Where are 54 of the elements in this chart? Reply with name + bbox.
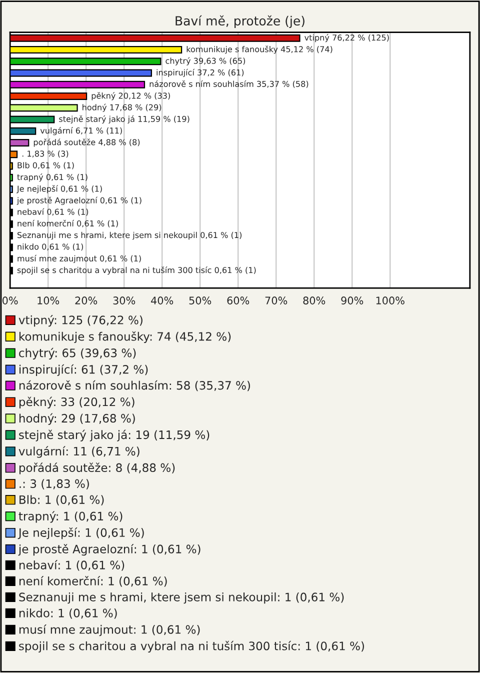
- data-label: vtipný 76,22 % (125): [304, 34, 389, 42]
- data-label: vulgární 6,71 % (11): [40, 127, 122, 136]
- data-label: spojil se s charitou a vybral na ni tuším 300 tisíc 0,61 % (1): [17, 266, 256, 275]
- x-tick-label: 30%: [113, 296, 136, 304]
- data-label: nikdo 0,61 % (1): [18, 243, 83, 251]
- legend-label: vulgární: 11 (6,71 %): [18, 446, 140, 458]
- x-tick-label: 20%: [75, 296, 98, 304]
- data-label: . 1,83 % (3): [22, 150, 68, 158]
- x-tick-label: 50%: [189, 296, 212, 304]
- legend-label: je prostě Agraelozní: 1 (0,61 %): [18, 544, 200, 556]
- legend-label: hodný: 29 (17,68 %): [19, 413, 135, 425]
- x-tick-label: 10%: [38, 296, 60, 304]
- data-label: komunikuje s fanoušky 45,12 % (74): [186, 46, 332, 54]
- legend-label: vtipný: 125 (76,22 %): [18, 314, 142, 327]
- legend-label: Seznanuji me s hrami, ktere jsem si nekoupil: 1 (0,61 %): [19, 592, 344, 604]
- x-tick-label: 0%: [2, 296, 18, 304]
- legend-label: pěkný: 33 (20,12 %): [19, 396, 134, 408]
- chart-title: Baví mě, protože (je): [176, 15, 304, 28]
- x-tick-label: 70%: [265, 296, 288, 304]
- data-label: trapný 0,61 % (1): [17, 174, 88, 182]
- legend-label: Je nejlepší: 1 (0,61 %): [18, 528, 144, 540]
- x-tick-label: 80%: [303, 296, 326, 304]
- data-label: je prostě Agraelozní 0,61 % (1): [16, 196, 142, 205]
- data-label: pořádá soutěže 4,88 % (8): [34, 138, 140, 147]
- legend-label: Blb: 1 (0,61 %): [20, 495, 104, 506]
- data-label: pěkný 20,12 % (33): [92, 92, 170, 100]
- legend-label: spojil se s charitou a vybral na ni tuším 300 tisíc: 1 (0,61 %): [19, 640, 364, 653]
- x-tick-label: 90%: [341, 296, 364, 304]
- legend-label: musí mne zaujmout: 1 (0,61 %): [19, 624, 200, 636]
- data-label: stejně starý jako já 11,59 % (19): [59, 115, 190, 124]
- x-tick-label: 40%: [151, 296, 174, 304]
- legend-label: komunikuje s fanoušky: 74 (45,12 %): [19, 331, 231, 344]
- data-label: musí mne zaujmout 0,61 % (1): [18, 254, 141, 264]
- x-tick-label: 100%: [376, 296, 404, 304]
- data-label: Seznanuji me s hrami, ktere jsem si nekoupil 0,61 % (1): [17, 232, 242, 240]
- x-tick-label: 60%: [227, 296, 250, 304]
- legend-label: inspirující: 61 (37,2 %): [20, 364, 148, 376]
- legend-label: trapný: 1 (0,61 %): [18, 511, 122, 523]
- data-label: názorově s ním souhlasím 35,37 % (58): [150, 80, 308, 88]
- data-label: hodný 17,68 % (29): [82, 104, 162, 112]
- data-label: není komerční 0,61 % (1): [18, 220, 118, 228]
- legend-label: nebaví: 1 (0,61 %): [19, 560, 124, 571]
- legend-label: názorově s ním souhlasím: 58 (35,37 %): [19, 380, 250, 392]
- data-label: inspirující 37,2 % (61): [156, 68, 244, 78]
- legend-label: pořádá soutěže: 8 (4,88 %): [19, 462, 175, 474]
- data-label: Je nejlepší 0,61 % (1): [16, 185, 102, 194]
- data-label: Blb 0,61 % (1): [18, 162, 74, 170]
- legend-label: stejně starý jako já: 19 (11,59 %): [19, 430, 210, 442]
- legend-label: není komerční: 1 (0,61 %): [19, 576, 167, 587]
- legend-label: nikdo: 1 (0,61 %): [19, 608, 117, 619]
- data-label: nebaví 0,61 % (1): [18, 208, 88, 216]
- legend-label: .: 3 (1,83 %): [20, 479, 89, 490]
- data-label: chytrý 39,63 % (65): [166, 57, 246, 66]
- legend-label: chytrý: 65 (39,63 %): [19, 348, 136, 360]
